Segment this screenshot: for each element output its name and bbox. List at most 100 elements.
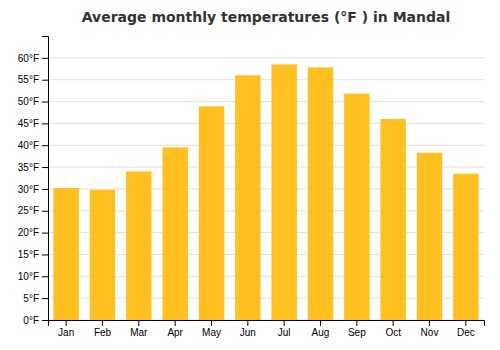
y-tick-mark [42,102,48,103]
x-tick-label: Jul [278,327,291,338]
bar [417,153,442,320]
y-axis: 0°F 5°F 10°F 15°F 20°F 25°F 30°F 35°F 40°F 45°F 50… [18,37,49,326]
y-tick: 10°F [18,271,48,282]
bar [344,94,369,320]
bar [199,106,224,320]
x-tick: Feb [94,320,112,338]
x-tick: Nov [421,320,439,338]
x-tick: Apr [167,320,183,338]
x-tick: Aug [312,320,330,338]
x-tick-label: Jan [58,327,74,338]
x-tick-mark [429,320,430,326]
y-tick-label: 5°F [23,293,39,304]
bar [235,75,260,320]
x-tick-mark [138,320,139,326]
x-tick: Mar [130,320,148,338]
y-tick-label: 10°F [18,271,39,282]
y-tick-mark [42,189,48,190]
y-tick-mark [42,233,48,234]
y-tick: 55°F [18,74,48,85]
bar [53,188,78,320]
x-tick-label: Apr [167,327,183,338]
y-tick-mark [42,276,48,277]
y-tick-label: 50°F [18,96,39,107]
y-tick: 30°F [18,184,48,195]
bar [162,147,187,320]
grid-line [48,79,484,80]
x-tick-mark [393,320,394,326]
x-tick: Jul [278,320,291,338]
x-tick-mark [211,320,212,326]
bar [90,190,115,320]
x-tick-label: Sep [348,327,366,338]
y-tick-mark [42,80,48,81]
y-tick-label: 40°F [18,140,39,151]
y-tick-label: 30°F [18,184,39,195]
y-tick: 50°F [18,96,48,107]
y-tick: 40°F [18,140,48,151]
grid-line [48,101,484,102]
x-tick-mark [356,320,357,326]
y-tick: 0°F [23,315,48,326]
y-tick: 25°F [18,205,48,216]
x-tick: Jan [58,320,74,338]
bars [53,64,478,320]
y-tick-mark [42,123,48,124]
y-tick-label: 35°F [18,162,39,173]
bar [271,64,296,320]
y-tick-mark [42,145,48,146]
y-tick: 5°F [23,293,48,304]
x-tick-mark [247,320,248,326]
x-tick-mark [465,320,466,326]
y-tick-label: 0°F [23,315,39,326]
y-tick-mark [42,298,48,299]
y-tick-mark [42,320,48,321]
x-tick: May [202,320,221,338]
x-tick-label: Mar [130,327,148,338]
y-tick-label: 25°F [18,205,39,216]
y-tick-mark [42,211,48,212]
x-tick-label: May [202,327,221,338]
x-tick-label: Oct [385,327,401,338]
grid-line [48,145,484,146]
bar [453,174,478,320]
y-tick-mark [42,58,48,59]
x-tick: Dec [457,320,475,338]
y-tick-mark [42,254,48,255]
x-tick: Sep [348,320,366,338]
y-tick: 35°F [18,162,48,173]
y-tick-label: 45°F [18,118,39,129]
x-tick-mark [284,320,285,326]
bar [308,67,333,320]
y-tick-label: 15°F [18,249,39,260]
bar [380,119,405,320]
x-tick-label: Aug [312,327,330,338]
x-tick-label: Jun [240,327,256,338]
x-tick: Oct [385,320,401,338]
y-tick-label: 60°F [18,53,39,64]
x-tick-label: Dec [457,327,475,338]
x-axis: Jan Feb Mar Apr May Jun Jul Aug Sep Oct Nov Dec [49,320,485,338]
y-tick-mark [42,167,48,168]
y-axis-line [42,37,49,321]
bar [126,171,151,320]
chart-svg: 0°F 5°F 10°F 15°F 20°F 25°F 30°F 35°F 40°F 45°F 50… [0,0,500,350]
y-tick: 60°F [18,53,48,64]
grid-line [48,123,484,124]
x-tick-label: Nov [421,327,439,338]
y-tick-label: 20°F [18,227,39,238]
y-tick: 45°F [18,118,48,129]
x-tick: Jun [240,320,256,338]
grid [48,58,484,320]
x-tick-label: Feb [94,327,112,338]
x-axis-line [49,321,485,327]
x-tick-mark [175,320,176,326]
chart-container: 0°F 5°F 10°F 15°F 20°F 25°F 30°F 35°F 40°F 45°F 50… [0,0,500,350]
y-tick-label: 55°F [18,74,39,85]
x-tick-mark [320,320,321,326]
chart-title: Average monthly temperatures (°F ) in Ma… [82,9,451,25]
plot-area: 0°F 5°F 10°F 15°F 20°F 25°F 30°F 35°F 40°F 45°F 50… [18,37,485,339]
y-tick: 15°F [18,249,48,260]
y-tick: 20°F [18,227,48,238]
grid-line [48,57,484,58]
